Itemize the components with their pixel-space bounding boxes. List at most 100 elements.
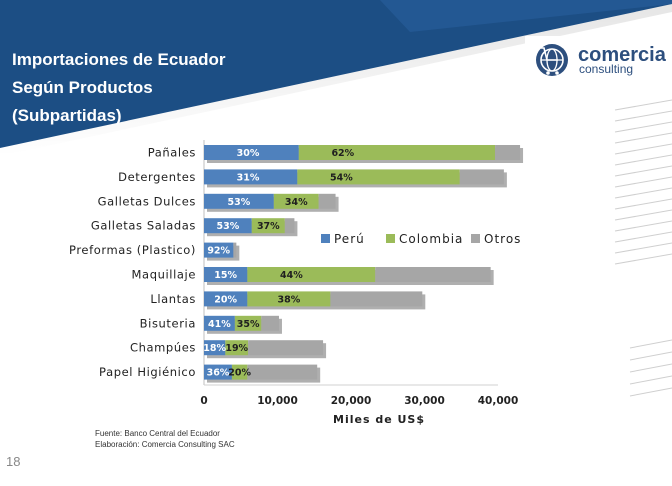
bar-data-label: 36% — [207, 368, 230, 379]
bar-segment — [284, 218, 295, 234]
category-label: Preformas (Plastico) — [69, 243, 196, 257]
x-tick-label: 10,000 — [257, 395, 298, 407]
bar-segment — [231, 364, 248, 380]
page-title: Importaciones de Ecuador Según Productos… — [12, 50, 226, 125]
category-label: Detergentes — [118, 170, 196, 184]
hatch-line — [614, 176, 672, 188]
hatch-line — [629, 387, 672, 397]
bar-segment — [234, 315, 262, 331]
bar-segment — [330, 291, 423, 307]
logo-name: comercia — [578, 44, 667, 66]
bar-segment — [204, 145, 299, 160]
decorative-hatch — [614, 99, 672, 397]
globe-cart-icon — [536, 44, 568, 76]
bar-segment — [261, 315, 279, 331]
bar-data-label: 37% — [257, 221, 280, 232]
bar-segment — [204, 315, 235, 331]
bar-data-label: 92% — [207, 246, 230, 257]
hatch-line — [614, 242, 672, 254]
bar-data-label: 54% — [330, 172, 353, 183]
category-label: Galletas Saladas — [91, 219, 196, 233]
title-line-2: Según Productos — [12, 78, 153, 97]
header-band — [0, 0, 672, 156]
bar-data-label: 30% — [237, 148, 260, 159]
header-blue-band — [0, 0, 672, 148]
bar-segment — [247, 364, 318, 380]
chart-tick-labels: 0 10,000 20,000 30,000 40,000 — [200, 395, 518, 407]
bar-segment — [204, 218, 252, 234]
stacked-bar-chart: 30% 62% 31% 54% 53% 34% 53% 37% 92% 15% 44% 20% 38% 4… — [69, 140, 541, 426]
source-note: Fuente: Banco Central del Ecuador — [95, 429, 220, 438]
header-highlight — [380, 0, 672, 32]
hatch-line — [614, 209, 672, 221]
hatch-line — [629, 339, 672, 349]
hatch-line — [629, 363, 672, 373]
bar-segment — [251, 218, 285, 234]
title-line-1: Importaciones de Ecuador — [12, 50, 226, 69]
category-label: Bisuteria — [140, 316, 196, 330]
title-line-3: (Subpartidas) — [12, 106, 122, 125]
bar-data-label: 20% — [228, 368, 251, 379]
bar-data-label: 44% — [280, 270, 303, 281]
hatch-line — [614, 253, 672, 265]
hatch-line — [614, 143, 672, 155]
bar-segment — [459, 169, 504, 185]
x-tick-label: 40,000 — [478, 395, 519, 407]
hatch-line — [614, 165, 672, 177]
bar-data-label: 31% — [237, 172, 260, 183]
bar-data-label: 34% — [285, 197, 308, 208]
x-tick-label: 0 — [200, 395, 207, 407]
elaboration-note: Elaboración: Comercia Consulting SAC — [95, 440, 235, 449]
bar-segment — [204, 169, 298, 185]
category-label: Pañales — [148, 146, 196, 160]
bar-segment — [273, 193, 319, 209]
bar-segment — [204, 193, 274, 209]
category-label: Maquillaje — [132, 268, 196, 282]
bar-data-label: 18% — [203, 343, 226, 354]
bar-segment — [247, 291, 331, 307]
hatch-line — [614, 110, 672, 122]
bar-segment — [204, 291, 248, 307]
bar-data-label: 19% — [225, 343, 248, 354]
bar-segment — [204, 364, 232, 380]
category-label: Llantas — [150, 292, 196, 306]
bar-data-label: 38% — [278, 294, 301, 305]
bar-segment — [204, 340, 226, 356]
hatch-line — [614, 187, 672, 199]
bar-segment — [318, 193, 336, 209]
bar-segment — [375, 267, 491, 282]
x-axis-title: Miles de US$ — [333, 413, 425, 426]
category-label: Galletas Dulces — [98, 194, 196, 208]
chart-legend: Perú Colombia Otros — [311, 228, 541, 248]
bar-segment — [248, 340, 324, 356]
legend-label: Otros — [484, 232, 521, 246]
legend-label: Perú — [334, 232, 365, 246]
legend-label: Colombia — [399, 232, 463, 246]
legend-box — [311, 228, 541, 248]
x-tick-label: 30,000 — [404, 395, 445, 407]
hatch-line — [614, 121, 672, 133]
bar-data-label: 41% — [208, 319, 231, 330]
page-number: 18 — [6, 454, 20, 469]
bar-segment — [233, 242, 237, 258]
bar-data-label: 20% — [214, 294, 237, 305]
chart-bars — [204, 145, 524, 383]
category-label: Papel Higiénico — [99, 365, 196, 379]
bar-data-label: 53% — [228, 197, 251, 208]
logo-tagline: consulting — [579, 62, 633, 76]
hatch-line — [614, 154, 672, 166]
bar-data-label: 35% — [237, 319, 260, 330]
chart-category-labels: Pañales Detergentes Galletas Dulces Galleta… — [69, 146, 196, 380]
hatch-line — [614, 99, 672, 111]
bar-segment — [297, 169, 460, 185]
bar-segment — [204, 242, 234, 258]
legend-swatch — [386, 234, 395, 243]
bar-data-label: 15% — [214, 270, 237, 281]
bar-segment — [204, 267, 248, 282]
chart-bar-labels: 30% 62% 31% 54% 53% 34% 53% 37% 92% 15% 44% 20% 38% 4… — [203, 148, 354, 379]
category-label: Champúes — [130, 341, 196, 355]
hatch-line — [629, 375, 672, 385]
hatch-line — [614, 220, 672, 232]
x-tick-label: 20,000 — [331, 395, 372, 407]
